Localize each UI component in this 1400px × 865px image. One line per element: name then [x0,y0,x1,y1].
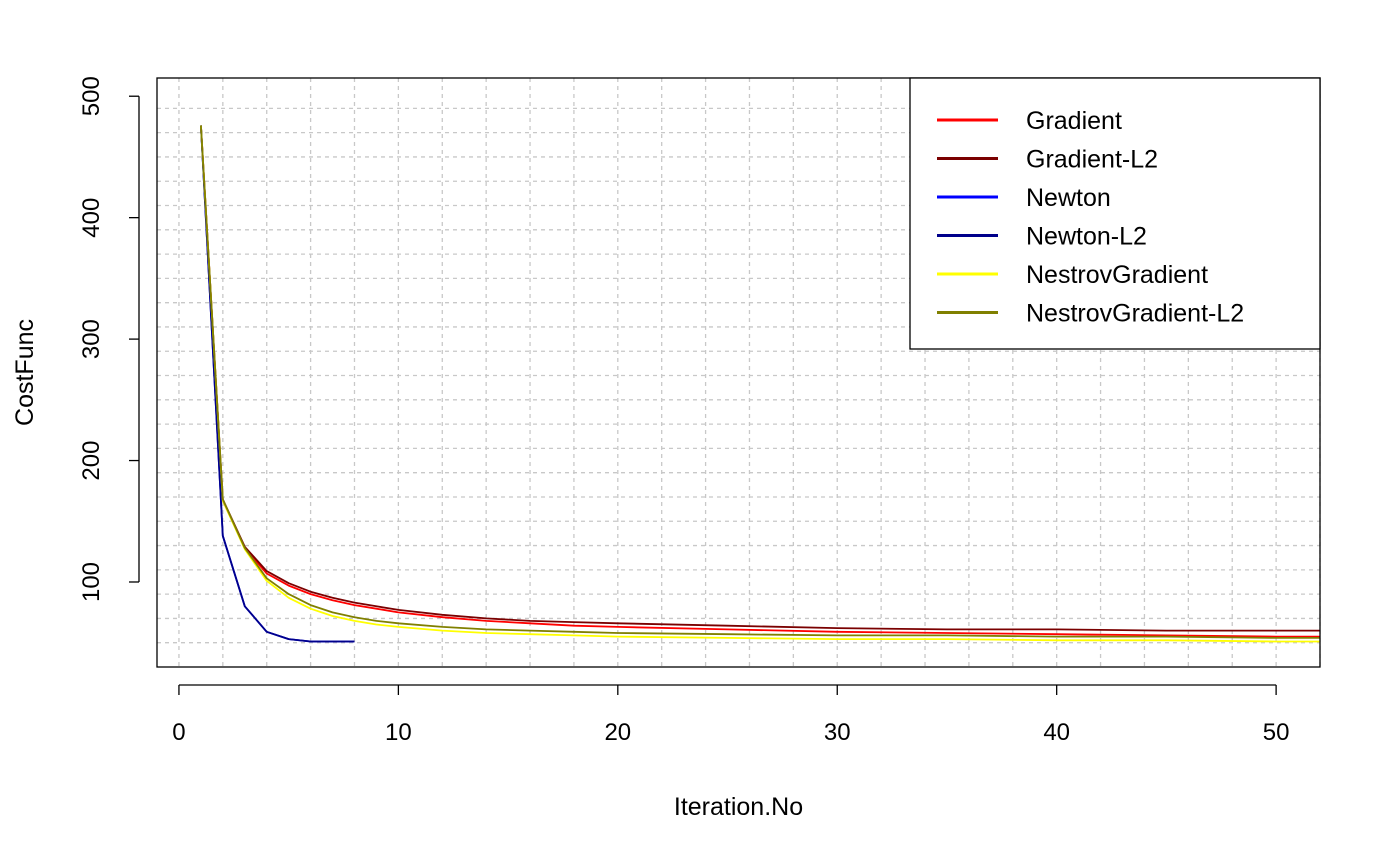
y-axis-label: CostFunc [11,319,39,426]
series-line-newton [200,125,355,643]
legend-box [909,77,1321,350]
x-tick-label: 10 [385,719,412,746]
x-tick-label: 0 [172,719,185,746]
x-tick-label: 20 [604,719,631,746]
y-tick-label: 100 [78,562,105,602]
series-lines [200,125,1320,643]
x-tick-label: 50 [1263,719,1290,746]
legend-label-gradient: Gradient [1026,107,1122,135]
y-tick-label: 400 [78,198,105,238]
x-tick-label: 40 [1043,719,1070,746]
y-tick-label: 200 [78,441,105,481]
legend-label-nestrovgradient: NestrovGradient [1026,261,1208,289]
series-line-gradient [200,125,1320,638]
x-tick-label: 30 [824,719,851,746]
series-line-nestrovgradient-l2 [200,125,1320,639]
legend-label-newton-l2: Newton-L2 [1026,223,1147,251]
x-axis-label: Iteration.No [674,793,803,821]
legend-label-newton: Newton [1026,184,1111,212]
legend-label-gradient-l2: Gradient-L2 [1026,146,1158,174]
x-axis: 0 10 20 30 40 50 [172,684,1290,746]
y-tick-label: 500 [78,76,105,116]
series-line-nestrovgradient [200,125,1320,643]
series-line-gradient-l2 [200,125,1320,632]
y-tick-label: 300 [78,319,105,359]
legend-label-nestrovgradient-l2: NestrovGradient-L2 [1026,300,1244,328]
y-axis: 100 200 300 400 500 [78,76,140,602]
legend: Gradient Gradient-L2 Newton Newton-L2 Nestro… [909,77,1321,350]
plot-frame [156,77,1321,668]
series-line-newton-l2 [200,125,355,643]
